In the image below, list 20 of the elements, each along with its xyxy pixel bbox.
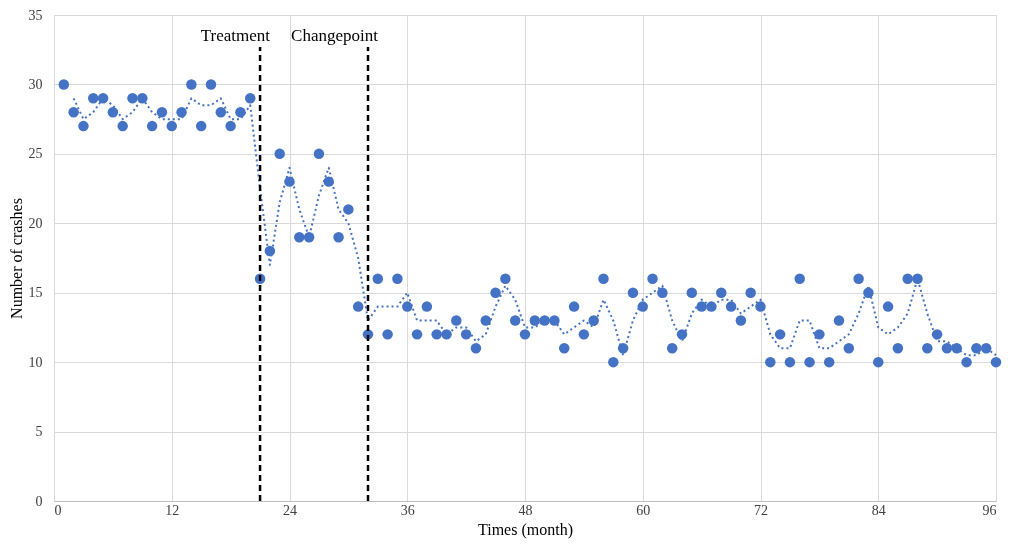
x-tick-label: 12 [165, 502, 180, 518]
x-tick-label: 48 [518, 502, 533, 518]
x-tick-label: 84 [871, 502, 886, 518]
y-tick-label: 35 [28, 7, 43, 23]
y-tick-label: 25 [28, 146, 43, 162]
y-axis-title: Number of crashes [7, 198, 25, 319]
ref-line-label: Treatment [200, 26, 271, 45]
x-tick-label: 36 [400, 502, 415, 518]
y-tick-label: 10 [28, 354, 43, 370]
x-tick-label: 0 [54, 502, 62, 518]
x-tick-label: 24 [283, 502, 297, 518]
y-tick-label: 30 [28, 76, 43, 92]
ref-line-label: Changepoint [291, 26, 379, 45]
x-tick-label: 96 [982, 502, 997, 518]
y-tick-label: 5 [35, 424, 43, 440]
x-axis-title: Times (month) [478, 520, 573, 539]
x-tick-label: 60 [636, 502, 651, 518]
x-tick-label: 72 [754, 502, 768, 518]
y-tick-label: 15 [28, 285, 43, 301]
y-tick-label: 20 [28, 215, 43, 231]
